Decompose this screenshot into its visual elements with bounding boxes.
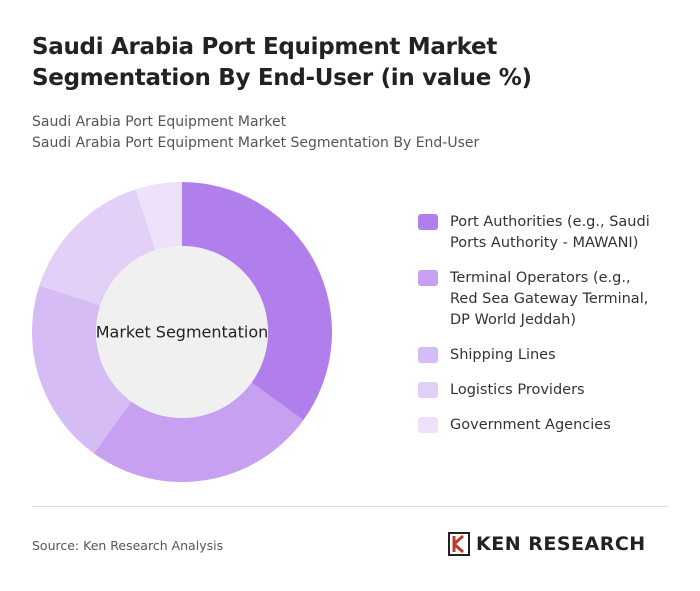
legend-label: Shipping Lines [450, 347, 556, 363]
legend-swatch [418, 382, 438, 398]
subtitle: Saudi Arabia Port Equipment Market Segme… [32, 135, 480, 151]
legend-item: Government Agencies [418, 415, 668, 436]
legend: Port Authorities (e.g., Saudi Ports Auth… [418, 212, 668, 450]
legend-label: Terminal Operators (e.g., Red Sea Gatewa… [450, 270, 649, 328]
legend-swatch [418, 270, 438, 286]
donut-slice [182, 182, 332, 421]
logo-text: KEN RESEARCH [476, 533, 646, 555]
logo: KEN RESEARCH [448, 532, 646, 556]
source: Source: Ken Research Analysis [32, 538, 224, 553]
legend-label: Port Authorities (e.g., Saudi Ports Auth… [450, 214, 650, 251]
divider [32, 506, 668, 507]
donut-chart: Market Segmentation [32, 182, 332, 482]
legend-item: Port Authorities (e.g., Saudi Ports Auth… [418, 212, 668, 254]
donut-center [96, 246, 268, 418]
chart-title: Saudi Arabia Port Equipment Market Segme… [32, 34, 532, 91]
legend-item: Shipping Lines [418, 345, 668, 366]
legend-label: Government Agencies [450, 417, 611, 433]
donut-slice [32, 285, 132, 454]
legend-swatch [418, 347, 438, 363]
legend-item: Terminal Operators (e.g., Red Sea Gatewa… [418, 268, 668, 331]
donut-slice [93, 382, 304, 482]
subtitle: Saudi Arabia Port Equipment Market [32, 114, 287, 130]
center-label: Market Segmentation [96, 323, 269, 342]
logo-icon [448, 532, 470, 556]
legend-item: Logistics Providers [418, 380, 668, 401]
donut-slice [135, 182, 182, 251]
legend-label: Logistics Providers [450, 382, 585, 398]
legend-swatch [418, 214, 438, 230]
donut-slice [39, 189, 156, 306]
legend-swatch [418, 417, 438, 433]
